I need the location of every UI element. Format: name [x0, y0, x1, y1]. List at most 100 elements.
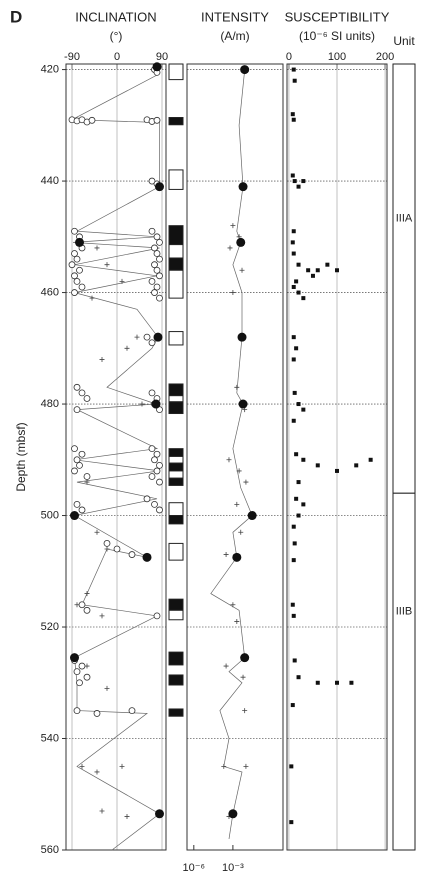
x-tick-label: -90 [64, 51, 80, 63]
square [310, 273, 315, 278]
square [291, 251, 296, 256]
open-circle [76, 679, 83, 687]
square [335, 680, 339, 685]
solid-dot [142, 552, 152, 562]
interval-label: IIIA [396, 213, 413, 225]
open-circle [153, 467, 161, 475]
open-circle [73, 383, 81, 391]
open-circle [148, 473, 156, 480]
open-circle [78, 283, 86, 291]
square [296, 513, 301, 518]
interval [168, 455, 184, 464]
cross [94, 769, 100, 775]
interval [168, 117, 184, 126]
open-circle [128, 707, 136, 715]
cross [230, 290, 236, 296]
x-tick-label: 90 [156, 51, 168, 63]
cross [240, 674, 246, 680]
open-circle [73, 668, 81, 676]
open-circle [148, 339, 156, 347]
square [292, 78, 297, 83]
open-circle [71, 445, 78, 453]
open-circle [156, 238, 163, 246]
cross [79, 763, 85, 769]
open-circle [156, 461, 163, 469]
interval [168, 470, 184, 479]
cross [239, 267, 245, 273]
y-tick-label: 560 [41, 844, 59, 856]
open-circle [156, 255, 163, 263]
solid-dot [75, 237, 84, 247]
square [301, 179, 306, 184]
open-circle [78, 450, 86, 458]
y-tick-label: 440 [41, 175, 59, 187]
open-circle [78, 389, 86, 397]
cross [223, 552, 229, 558]
square [301, 457, 306, 462]
open-circle [153, 612, 161, 620]
square [296, 262, 301, 267]
square [291, 524, 296, 529]
open-circle [76, 461, 83, 469]
open-circle [78, 601, 86, 609]
square [291, 357, 296, 362]
square [292, 390, 297, 395]
cross [89, 295, 95, 301]
cross [94, 529, 100, 535]
interval [168, 169, 184, 190]
square [301, 296, 306, 301]
open-circle [153, 266, 161, 274]
square [335, 268, 339, 273]
solid-dot [228, 809, 238, 819]
cross [236, 468, 242, 474]
panel-title: INTENSITY [201, 9, 269, 24]
interval [168, 448, 184, 457]
interval [168, 674, 184, 686]
cross [227, 245, 233, 251]
interval [168, 651, 184, 666]
y-tick-label: 460 [41, 286, 59, 298]
cross [104, 685, 110, 691]
square [291, 229, 296, 234]
open-circle [73, 500, 81, 508]
cross [119, 278, 125, 284]
square [292, 541, 297, 546]
cross [242, 708, 248, 714]
cross [226, 457, 232, 463]
square [296, 290, 301, 295]
interval [168, 598, 184, 611]
open-circle [156, 294, 163, 302]
square [335, 468, 339, 473]
x-tick-label: 200 [376, 51, 394, 63]
open-circle [71, 272, 78, 280]
square [301, 407, 306, 412]
solid-dot [240, 65, 250, 75]
cross [74, 602, 80, 608]
open-circle [156, 506, 163, 514]
open-circle [73, 278, 81, 285]
interval [168, 269, 184, 299]
panel-subtitle: (°) [110, 29, 123, 43]
square [368, 457, 373, 462]
y-tick-label: 500 [41, 509, 59, 521]
open-circle [73, 707, 81, 715]
open-circle [71, 250, 78, 257]
solid-dot [232, 552, 242, 562]
interval [168, 477, 184, 486]
open-circle [76, 266, 83, 274]
cross [230, 602, 236, 608]
open-circle [156, 272, 163, 280]
solid-dot [153, 332, 163, 342]
square [292, 658, 297, 663]
square [296, 184, 301, 189]
open-circle [88, 116, 96, 124]
square [294, 279, 299, 284]
open-circle [68, 261, 76, 269]
panel-subtitle: (10⁻⁶ SI units) [299, 29, 375, 43]
square [291, 418, 296, 423]
interval-label: IIIB [396, 606, 413, 618]
square [291, 558, 296, 563]
solid-dot [151, 399, 161, 409]
solid-dot [238, 182, 248, 192]
